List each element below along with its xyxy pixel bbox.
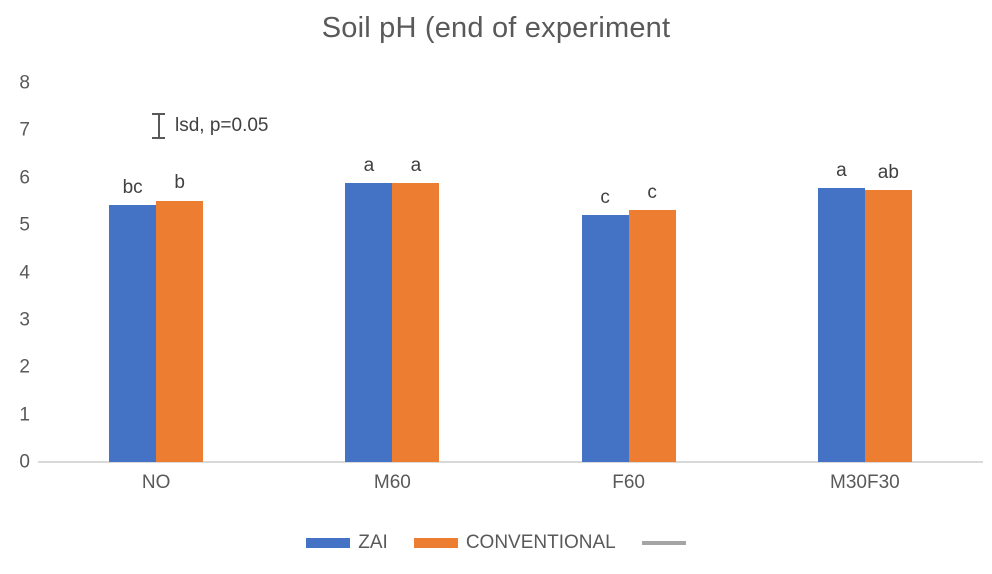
y-axis-tick-label: 6 [19, 167, 30, 189]
bar-significance-label: c [647, 182, 657, 204]
x-axis-category-label: NO [141, 472, 171, 493]
legend-label: CONVENTIONAL [465, 532, 616, 553]
y-axis-tick-label: 0 [19, 451, 30, 473]
bar-significance-label: a [363, 155, 375, 177]
bar-zai[interactable] [345, 182, 393, 462]
y-axis-tick-label: 7 [19, 119, 30, 141]
legend-item[interactable] [641, 541, 686, 545]
legend-swatch-icon [306, 538, 351, 548]
x-axis-category-label: M60 [373, 472, 411, 493]
plot-area: bc b a a c c a ab [38, 83, 983, 462]
y-axis-tick-label: 2 [19, 356, 30, 378]
legend-label: ZAI [358, 532, 388, 553]
legend-swatch-icon [413, 538, 458, 548]
legend-swatch-icon [641, 541, 686, 545]
bar-significance-label: ab [877, 162, 899, 184]
bar-significance-label: a [410, 155, 422, 177]
x-axis-baseline [38, 461, 983, 463]
y-axis-tick-label: 4 [19, 262, 30, 283]
bar-group: bc b [38, 83, 274, 462]
bar-significance-label: a [836, 160, 847, 182]
bar-significance-label: bc [122, 177, 143, 199]
bar-zai[interactable] [817, 188, 865, 462]
x-axis-category-label: M30F30 [830, 472, 900, 493]
bar-group: a ab [747, 83, 983, 462]
lsd-error-bar-icon [152, 113, 165, 139]
chart-title: Soil pH (end of experiment [321, 12, 671, 44]
bar-zai[interactable] [109, 205, 157, 462]
y-axis-tick-label: 5 [19, 214, 30, 236]
lsd-annotation-label: lsd, p=0.05 [175, 115, 269, 136]
chart-legend: ZAI CONVENTIONAL [0, 532, 992, 554]
y-axis-tick-label: 3 [19, 309, 30, 331]
legend-item[interactable]: CONVENTIONAL [413, 532, 616, 554]
bar-conventional[interactable] [628, 209, 676, 462]
y-axis-tick-label: 1 [19, 404, 30, 426]
legend-item[interactable]: ZAI [306, 532, 388, 554]
bar-conventional[interactable] [392, 182, 440, 462]
y-axis-tick-label: 8 [19, 72, 30, 94]
bar-significance-label: c [600, 187, 610, 209]
bar-conventional[interactable] [156, 200, 204, 462]
bar-significance-label: b [174, 172, 185, 194]
x-axis-category-label: F60 [612, 472, 645, 493]
bar-zai[interactable] [581, 215, 629, 462]
lsd-annotation: lsd, p=0.05 [152, 113, 269, 139]
bar-conventional[interactable] [864, 190, 912, 462]
y-axis: 8 7 6 5 4 3 2 1 0 [0, 74, 30, 472]
